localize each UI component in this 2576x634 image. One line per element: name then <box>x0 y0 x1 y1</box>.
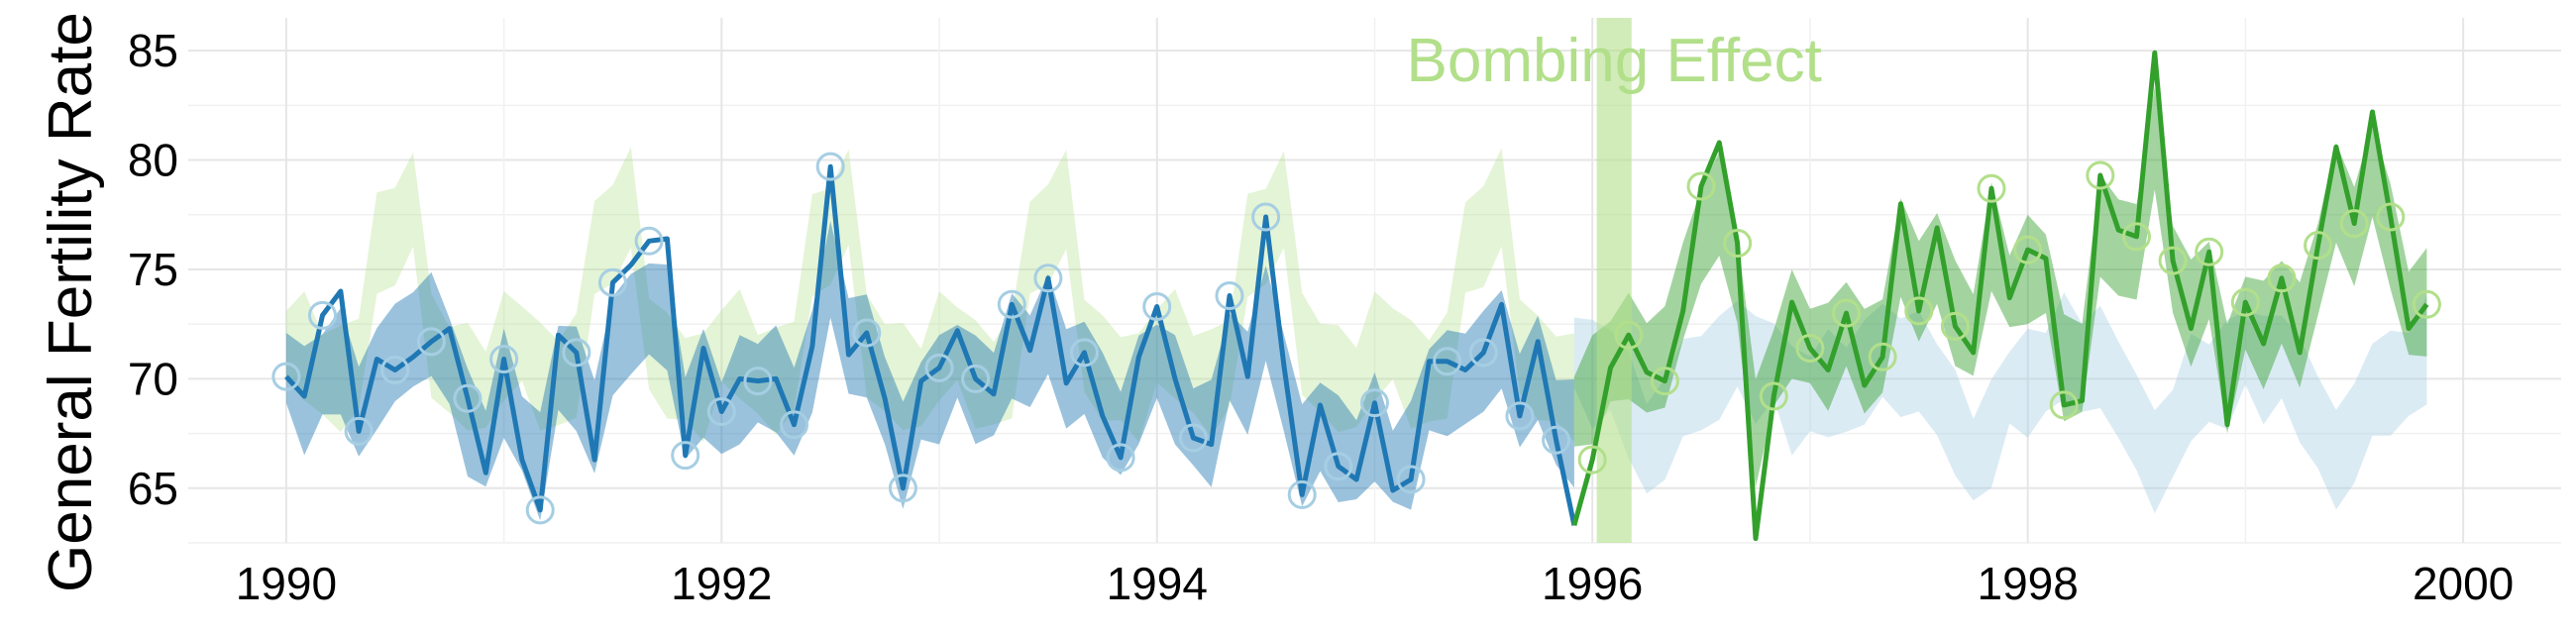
fitted-post-band <box>1573 86 2427 487</box>
observed-pre-point <box>634 226 664 256</box>
observed-pre-point <box>780 410 809 440</box>
observed-post-point <box>1832 298 1862 328</box>
observed-post-point <box>2049 390 2079 420</box>
observed-pre-point <box>1396 465 1426 494</box>
observed-post-point <box>2195 237 2224 266</box>
observed-pre-line <box>284 163 1577 526</box>
observed-pre-point <box>489 345 519 373</box>
observed-post-point <box>1795 333 1825 363</box>
observed-post-point <box>1686 171 1716 201</box>
observed-pre-point <box>924 353 954 382</box>
bands-layer <box>285 86 2427 521</box>
observed-pre-point <box>1359 388 1389 418</box>
observed-post-point <box>2086 160 2115 190</box>
observed-pre-point <box>307 300 337 330</box>
observed-pre-point <box>815 152 845 181</box>
observed-pre-point <box>271 362 301 391</box>
observed-pre-point <box>1106 443 1135 473</box>
observed-post-point <box>2013 235 2043 264</box>
observed-pre-point <box>706 397 736 426</box>
observed-pre-point <box>1215 280 1244 310</box>
markers-layer <box>271 152 2441 525</box>
observed-post-point <box>1868 342 1897 371</box>
observed-pre-point <box>852 318 882 348</box>
bombing-period-shade <box>1596 18 1632 543</box>
observed-post-point <box>1940 311 1970 341</box>
x-tick-label: 1990 <box>236 558 337 609</box>
observed-post-point <box>2339 209 2369 239</box>
y-tick-label: 80 <box>128 135 178 186</box>
observed-post-point <box>1977 173 2006 203</box>
y-tick-label: 70 <box>128 353 178 404</box>
observed-post-point <box>2121 222 2151 252</box>
observed-pre-point <box>1178 423 1208 453</box>
observed-pre-point <box>1142 292 1172 321</box>
observed-pre-point <box>1433 347 1462 376</box>
observed-post-point <box>1759 381 1788 411</box>
y-tick-label: 65 <box>128 463 178 514</box>
observed-post-point <box>2230 287 2260 317</box>
observed-post-point <box>2304 231 2333 261</box>
observed-pre-point <box>961 364 991 393</box>
observed-post-point <box>2412 289 2441 319</box>
observed-pre-point <box>1070 338 1100 368</box>
y-axis-title: General Fertility Rate <box>37 12 105 592</box>
observed-pre-point <box>1287 479 1317 509</box>
y-tick-label: 85 <box>128 25 178 76</box>
observed-pre-point <box>1542 425 1571 455</box>
observed-pre-point <box>671 441 700 471</box>
observed-post-point <box>2158 246 2188 275</box>
observed-post-point <box>2267 264 2297 293</box>
x-tick-label: 1996 <box>1542 558 1643 609</box>
y-tick-label: 75 <box>128 244 178 295</box>
observed-pre-point <box>525 495 555 525</box>
observed-pre-point <box>416 327 446 357</box>
observed-post-point <box>1650 367 1679 396</box>
observed-pre-point <box>380 356 410 385</box>
x-tick-label: 1992 <box>671 558 772 609</box>
observed-post-point <box>1904 296 1934 326</box>
bombing-shade-layer <box>1596 18 1632 543</box>
observed-post-point <box>1614 320 1644 350</box>
observed-pre-point <box>453 383 483 413</box>
observed-pre-point <box>1033 264 1063 293</box>
observed-pre-point <box>562 338 591 368</box>
grid-layer <box>188 18 2561 544</box>
fitted-pre-band <box>285 221 1574 521</box>
bombing-effect-annotation: Bombing Effect <box>1407 27 1822 95</box>
observed-pre-point <box>1468 338 1498 368</box>
x-tick-label: 2000 <box>2413 558 2514 609</box>
tick-labels-layer: 1990 1992 1994 1996 1998 2000 65 70 75 80 85 <box>128 25 2514 609</box>
observed-post-point <box>1577 445 1607 475</box>
observed-pre-point <box>344 416 374 446</box>
observed-pre-point <box>997 289 1026 319</box>
x-tick-label: 1998 <box>1978 558 2079 609</box>
x-tick-label: 1994 <box>1107 558 1208 609</box>
observed-pre-point <box>888 474 917 503</box>
observed-pre-point <box>597 267 627 297</box>
observed-pre-point <box>1251 202 1281 232</box>
counterfactual-post-band <box>1573 292 2427 514</box>
observed-post-point <box>1723 228 1753 258</box>
observed-pre-point <box>1505 401 1535 431</box>
observed-pre-point <box>1324 452 1353 481</box>
observed-post-point <box>2376 202 2406 232</box>
observed-pre-point <box>743 367 773 396</box>
